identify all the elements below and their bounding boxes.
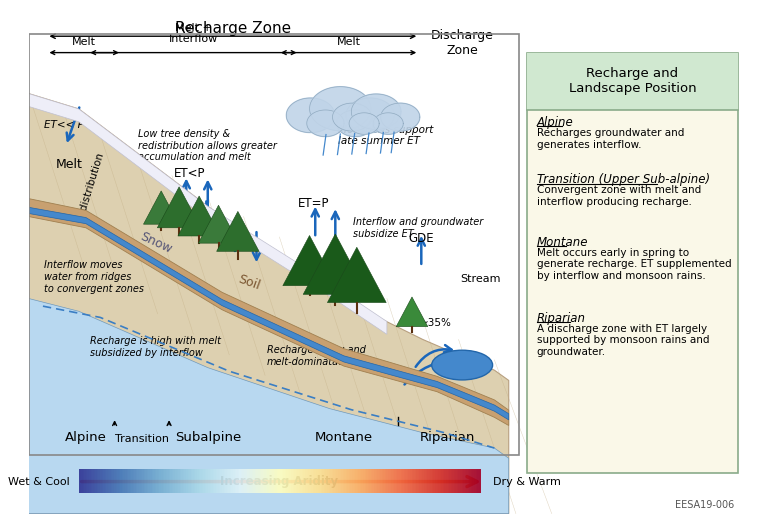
Text: Discharge
Zone: Discharge Zone xyxy=(431,29,494,57)
Text: Snow: Snow xyxy=(138,230,174,256)
Text: Stream: Stream xyxy=(460,274,501,284)
Text: Recharge is high with melt
subsidized by interflow: Recharge is high with melt subsidized by… xyxy=(90,336,220,358)
Text: Riparian: Riparian xyxy=(420,431,475,444)
Polygon shape xyxy=(144,191,179,224)
Text: Redistribution: Redistribution xyxy=(74,150,106,223)
Polygon shape xyxy=(217,211,259,251)
Text: Recharge and
Landscape Position: Recharge and Landscape Position xyxy=(568,67,696,95)
Text: Wet & Cool: Wet & Cool xyxy=(8,476,70,487)
Text: Transition (Upper Sub-alpine): Transition (Upper Sub-alpine) xyxy=(537,174,710,186)
Text: ET<P: ET<P xyxy=(174,167,206,180)
Polygon shape xyxy=(336,110,374,136)
Text: Melt: Melt xyxy=(71,38,96,47)
Polygon shape xyxy=(351,94,401,129)
Text: Dry & Warm: Dry & Warm xyxy=(493,476,561,487)
FancyBboxPatch shape xyxy=(527,53,738,473)
Polygon shape xyxy=(327,247,386,303)
Polygon shape xyxy=(333,103,372,131)
Polygon shape xyxy=(178,196,220,236)
Polygon shape xyxy=(373,113,403,134)
Text: Increasing Aridity: Increasing Aridity xyxy=(220,475,339,488)
Text: Montane: Montane xyxy=(537,236,588,249)
Text: A discharge zone with ET largely
supported by monsoon rains and
groundwater.: A discharge zone with ET largely support… xyxy=(537,323,709,357)
Text: Recharges groundwater and
generates interflow.: Recharges groundwater and generates inte… xyxy=(537,128,684,149)
Text: Low tree density &
redistribution allows greater
accumulation and melt: Low tree density & redistribution allows… xyxy=(137,129,276,162)
Text: Convergent zone with melt and
interflow producing recharge.: Convergent zone with melt and interflow … xyxy=(537,185,701,207)
Text: Melt: Melt xyxy=(337,38,361,47)
Text: Melt +
Interflow: Melt + Interflow xyxy=(169,23,218,44)
Text: Melt: Melt xyxy=(56,158,83,171)
Polygon shape xyxy=(198,205,239,243)
Text: Interflow moves
water from ridges
to convergent zones: Interflow moves water from ridges to con… xyxy=(45,261,144,294)
Polygon shape xyxy=(28,208,508,420)
Polygon shape xyxy=(310,87,371,131)
Polygon shape xyxy=(28,94,508,513)
Text: Riparian: Riparian xyxy=(537,312,586,325)
Polygon shape xyxy=(381,103,420,131)
Polygon shape xyxy=(286,98,335,133)
Text: ET=P: ET=P xyxy=(298,197,329,210)
Text: Monsoons support
late summer ET: Monsoons support late summer ET xyxy=(338,125,434,146)
Text: Subalpine: Subalpine xyxy=(174,431,241,444)
Text: Melt occurs early in spring to
generate recharge. ET supplemented
by interflow a: Melt occurs early in spring to generate … xyxy=(537,248,731,281)
Ellipse shape xyxy=(432,350,492,380)
Polygon shape xyxy=(306,110,344,136)
Text: Soil: Soil xyxy=(237,272,262,292)
Text: Transition: Transition xyxy=(115,434,169,444)
FancyBboxPatch shape xyxy=(527,53,738,110)
Polygon shape xyxy=(303,234,367,295)
Polygon shape xyxy=(157,187,201,228)
Text: EESA19-006: EESA19-006 xyxy=(675,500,734,509)
Polygon shape xyxy=(349,113,379,134)
Text: Alpine: Alpine xyxy=(65,431,107,444)
Text: Interflow and groundwater
subsidize ET: Interflow and groundwater subsidize ET xyxy=(353,217,483,238)
Text: GDE: GDE xyxy=(409,232,434,245)
Text: ~35%: ~35% xyxy=(419,318,452,328)
Polygon shape xyxy=(28,299,508,513)
Text: Alpine: Alpine xyxy=(537,116,574,129)
Polygon shape xyxy=(346,98,394,133)
Polygon shape xyxy=(28,199,508,425)
Text: Montane: Montane xyxy=(315,431,373,444)
Text: Recharge is low and
melt-dominatated: Recharge is low and melt-dominatated xyxy=(266,345,366,367)
Polygon shape xyxy=(283,235,336,286)
Text: Recharge Zone: Recharge Zone xyxy=(175,21,291,36)
Polygon shape xyxy=(396,297,428,327)
Text: ET<< P: ET<< P xyxy=(45,121,84,130)
Polygon shape xyxy=(28,94,387,334)
